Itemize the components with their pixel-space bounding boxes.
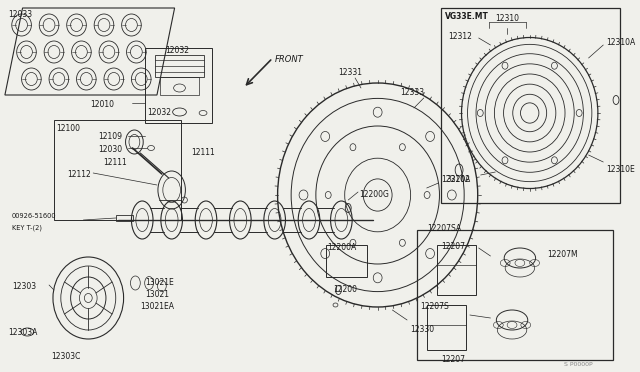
Text: 32202: 32202 <box>446 175 470 184</box>
Text: 12303A: 12303A <box>8 328 37 337</box>
Text: 12111: 12111 <box>103 158 127 167</box>
Bar <box>160 77 199 95</box>
Bar <box>155 55 204 77</box>
Text: S P0000P: S P0000P <box>564 362 593 367</box>
Text: 12303: 12303 <box>12 282 36 291</box>
Text: 12112: 12112 <box>67 170 90 179</box>
Text: FRONT: FRONT <box>275 55 303 64</box>
Text: 12207: 12207 <box>442 355 465 364</box>
Bar <box>436 245 476 295</box>
Text: KEY T-(2): KEY T-(2) <box>12 224 42 231</box>
Bar <box>116 215 133 221</box>
Bar <box>145 48 212 123</box>
Bar <box>326 245 367 277</box>
Text: 12207S: 12207S <box>420 302 449 311</box>
Text: 12331: 12331 <box>339 68 362 77</box>
Text: VG33E.MT: VG33E.MT <box>445 12 489 21</box>
Text: 12330: 12330 <box>410 325 434 334</box>
Text: 12100: 12100 <box>56 124 80 133</box>
Text: 12032: 12032 <box>147 108 171 117</box>
Bar <box>54 120 182 220</box>
Text: 12200A: 12200A <box>328 243 357 252</box>
Text: 13021E: 13021E <box>145 278 174 287</box>
Text: 12310E: 12310E <box>606 165 635 174</box>
Text: 12333: 12333 <box>400 88 424 97</box>
Text: 00926-51600: 00926-51600 <box>12 213 56 219</box>
Text: 12310A: 12310A <box>442 175 470 184</box>
Text: 12207M: 12207M <box>547 250 578 259</box>
Text: 13021EA: 13021EA <box>140 302 174 311</box>
Text: 12303C: 12303C <box>51 352 81 361</box>
Text: 12310: 12310 <box>495 14 520 23</box>
Bar <box>442 8 620 203</box>
Text: 12207SA: 12207SA <box>427 224 461 233</box>
Text: 12207: 12207 <box>442 242 465 251</box>
Bar <box>427 305 466 350</box>
Text: 12111: 12111 <box>191 148 215 157</box>
Text: 13021: 13021 <box>145 290 169 299</box>
Text: 12200G: 12200G <box>359 190 389 199</box>
Text: 12030: 12030 <box>98 145 122 154</box>
Text: 12010: 12010 <box>90 100 115 109</box>
Text: 12033: 12033 <box>8 10 32 19</box>
Text: 12032: 12032 <box>164 46 189 55</box>
Text: 12310A: 12310A <box>606 38 636 47</box>
Text: 12109: 12109 <box>98 132 122 141</box>
Bar <box>417 230 613 360</box>
Text: 12312: 12312 <box>448 32 472 41</box>
Text: 12200: 12200 <box>333 285 358 294</box>
